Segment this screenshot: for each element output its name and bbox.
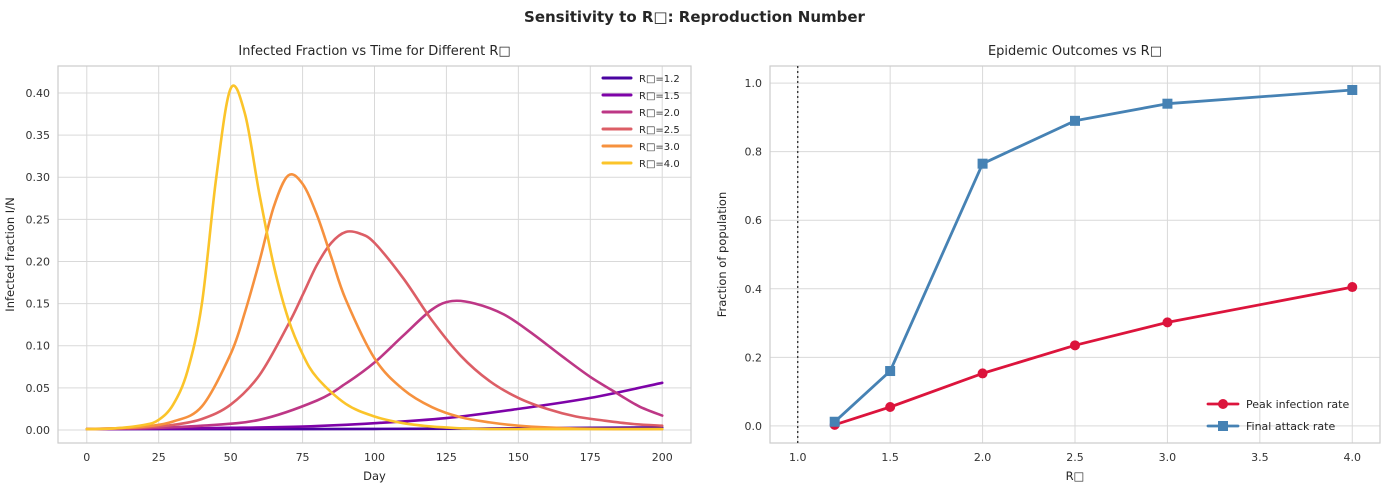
- legend-label: Peak infection rate: [1246, 398, 1349, 411]
- legend-label: R□=2.0: [639, 108, 680, 119]
- subplot-title: Epidemic Outcomes vs R□: [988, 44, 1162, 59]
- y-tick-label: 0.30: [26, 171, 51, 184]
- subplot-outcomes: 1.0 1.5 2.0 2.5 3.0 3.5 4.0 0.0 0.2 0.4 0.6 0.8 1.0 E…: [715, 44, 1381, 483]
- x-tick-label: 2.5: [1066, 451, 1084, 464]
- curve-Peak infection rate: [833, 285, 1354, 427]
- x-tick-label: 75: [296, 451, 310, 464]
- y-tick-label: 1.0: [745, 77, 763, 90]
- curve-R□=4.0: [85, 84, 664, 431]
- data-point-square: [1162, 98, 1173, 109]
- data-point-circle: [885, 402, 896, 413]
- figure-suptitle: Sensitivity to R□: Reproduction Number: [524, 8, 865, 26]
- data-point-square: [1347, 84, 1358, 95]
- legend-label: R□=2.5: [639, 125, 680, 136]
- y-tick-label: 0.40: [26, 87, 51, 100]
- x-axis-label: Day: [363, 469, 386, 483]
- data-point-square: [1218, 421, 1228, 431]
- x-tick-label: 1.0: [789, 451, 807, 464]
- curve-R□=3.0: [85, 172, 664, 431]
- data-point-circle: [977, 368, 988, 379]
- y-tick-label: 0.4: [745, 283, 763, 296]
- y-tick-label: 0.35: [26, 129, 51, 142]
- legend-item: Peak infection rate: [1206, 398, 1349, 411]
- x-tick-label: 3.0: [1159, 451, 1177, 464]
- y-tick-label: 0.0: [745, 420, 763, 433]
- subplot-title: Infected Fraction vs Time for Different …: [238, 44, 510, 59]
- curve-Final attack rate: [833, 88, 1354, 424]
- y-tick-label: 0.15: [26, 298, 51, 311]
- legend-label: R□=4.0: [639, 159, 680, 170]
- legend-item: R□=3.0: [601, 142, 680, 153]
- subplot-infected-fraction: 0 25 50 75 100 125 150 175 200 0.00 0.05 0.10 0.15 0.…: [3, 44, 692, 483]
- legend-label: R□=1.2: [639, 74, 680, 85]
- legend-item: R□=1.5: [601, 91, 680, 102]
- legend-item: Final attack rate: [1206, 420, 1335, 433]
- data-point-circle: [1347, 282, 1358, 293]
- x-tick-label: 100: [364, 451, 385, 464]
- data-point-circle: [1162, 317, 1173, 328]
- y-axis-label: Infected fraction I/N: [3, 197, 17, 311]
- x-tick-label: 200: [652, 451, 673, 464]
- y-tick-label: 0.25: [26, 213, 51, 226]
- y-tick-label: 0.00: [26, 424, 51, 437]
- legend-item: R□=1.2: [601, 74, 680, 85]
- legend-label: R□=1.5: [639, 91, 680, 102]
- x-tick-label: 50: [224, 451, 238, 464]
- y-tick-label: 0.20: [26, 255, 51, 268]
- data-point-square: [885, 366, 896, 377]
- legend-label: R□=3.0: [639, 142, 680, 153]
- x-tick-label: 4.0: [1344, 451, 1362, 464]
- y-tick-label: 0.10: [26, 340, 51, 353]
- curve-R□=2.0: [85, 299, 664, 431]
- legend-item: R□=4.0: [601, 159, 680, 170]
- x-tick-label: 150: [508, 451, 529, 464]
- x-tick-label: 1.5: [881, 451, 899, 464]
- x-tick-label: 3.5: [1251, 451, 1269, 464]
- axes-frame: [769, 65, 1381, 444]
- y-axis-label: Fraction of population: [715, 192, 729, 318]
- curve-R□=2.5: [85, 230, 664, 431]
- legend-item: R□=2.0: [601, 108, 680, 119]
- data-point-square: [977, 158, 988, 169]
- y-tick-label: 0.6: [745, 214, 763, 227]
- data-point-square: [829, 416, 840, 427]
- x-tick-label: 175: [580, 451, 601, 464]
- x-axis-label: R□: [1066, 469, 1085, 483]
- axes-frame: [57, 65, 692, 444]
- x-tick-label: 0: [83, 451, 90, 464]
- legend-item: R□=2.5: [601, 125, 680, 136]
- y-tick-label: 0.8: [745, 146, 763, 159]
- x-tick-label: 25: [152, 451, 166, 464]
- curve-R□=1.5: [85, 381, 664, 431]
- x-tick-label: 2.0: [974, 451, 992, 464]
- data-point-square: [1070, 115, 1080, 126]
- y-tick-label: 0.05: [26, 382, 51, 395]
- legend-label: Final attack rate: [1246, 420, 1335, 433]
- data-point-circle: [1070, 340, 1080, 351]
- x-tick-label: 125: [436, 451, 457, 464]
- data-point-circle: [1218, 399, 1228, 409]
- y-tick-label: 0.2: [745, 351, 763, 364]
